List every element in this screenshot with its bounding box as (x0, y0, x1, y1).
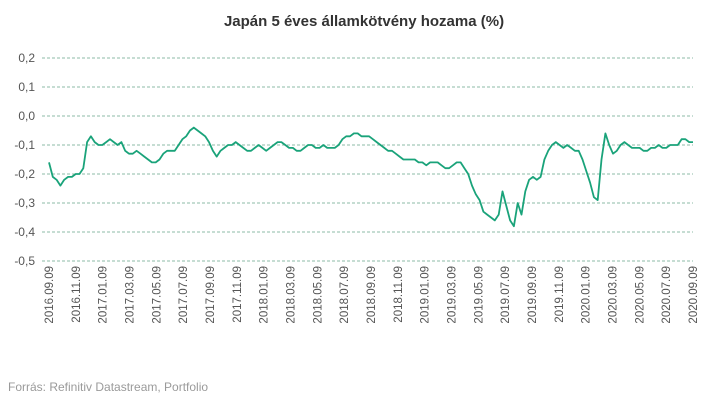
y-tick-label: -0,3 (14, 196, 35, 210)
x-tick-label: 2017.01.09 (98, 266, 110, 324)
x-tick-label: 2020.01.09 (581, 266, 593, 324)
y-tick-label: -0,2 (14, 167, 35, 181)
x-axis: 2016.09.09 2016.11.09 2017.01.09 2017.03.09… (44, 266, 700, 324)
x-tick-label: 2017.03.09 (125, 266, 137, 324)
x-tick-label: 2020.05.09 (634, 266, 646, 324)
series-line (48, 126, 693, 228)
x-tick-label: 2019.05.09 (473, 266, 485, 324)
gridlines (42, 57, 693, 262)
x-tick-label: 2018.11.09 (393, 266, 405, 323)
x-tick-label: 2016.11.09 (71, 266, 83, 323)
y-tick-label: 0,0 (18, 109, 35, 123)
y-tick-label: -0,5 (14, 254, 35, 268)
x-tick-label: 2017.11.09 (232, 266, 244, 323)
y-axis: 0,2 0,1 0,0 -0,1 -0,2 -0,3 -0,4 -0,5 (14, 51, 35, 268)
x-tick-label: 2017.07.09 (178, 266, 190, 324)
y-tick-label: 0,2 (18, 51, 35, 65)
chart-title: Japán 5 éves államkötvény hozama (%) (224, 13, 504, 30)
x-tick-label: 2020.07.09 (661, 266, 673, 324)
x-tick-label: 2020.09.09 (688, 266, 700, 324)
x-tick-label: 2016.09.09 (44, 266, 56, 324)
x-tick-label: 2018.03.09 (286, 266, 298, 324)
x-tick-label: 2019.03.09 (447, 266, 459, 324)
x-tick-label: 2019.01.09 (420, 266, 432, 324)
x-tick-label: 2017.05.09 (151, 266, 163, 324)
y-tick-label: -0,4 (14, 225, 35, 239)
x-tick-label: 2018.09.09 (366, 266, 378, 324)
x-tick-label: 2018.01.09 (259, 266, 271, 324)
y-tick-label: -0,1 (14, 138, 35, 152)
series (48, 126, 693, 228)
x-tick-label: 2019.09.09 (527, 266, 539, 324)
x-tick-label: 2018.05.09 (312, 266, 324, 324)
x-tick-label: 2019.07.09 (500, 266, 512, 324)
x-tick-label: 2017.09.09 (205, 266, 217, 324)
x-tick-label: 2018.07.09 (339, 266, 351, 324)
source-note: Forrás: Refinitiv Datastream, Portfolio (8, 380, 208, 394)
x-tick-label: 2020.03.09 (608, 266, 620, 324)
y-tick-label: 0,1 (18, 80, 35, 94)
x-tick-label: 2019.11.09 (554, 266, 566, 323)
